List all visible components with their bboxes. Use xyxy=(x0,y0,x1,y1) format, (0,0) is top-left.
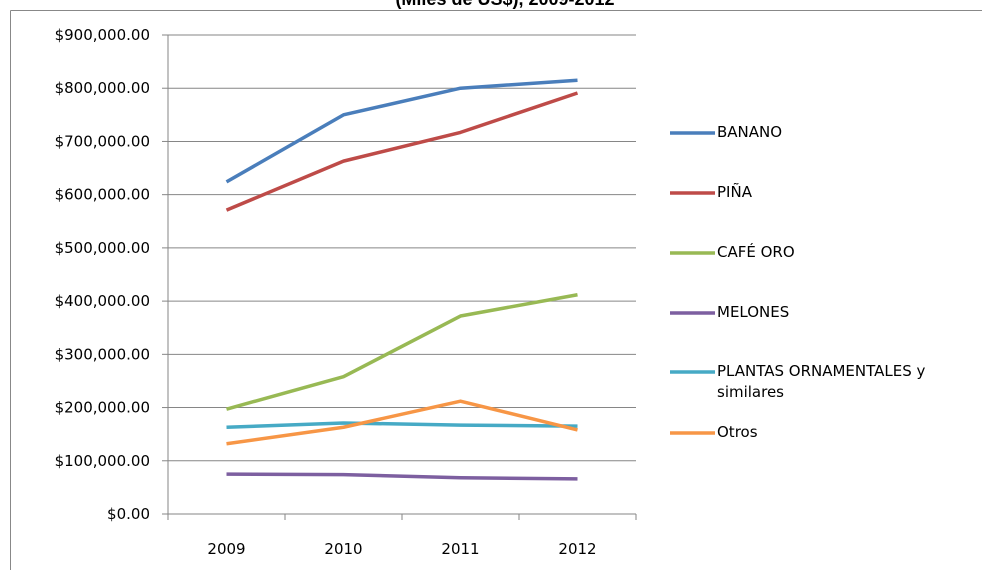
y-tick-label: $100,000.00 xyxy=(55,452,150,470)
legend-label: Otros xyxy=(717,423,758,441)
series-line xyxy=(226,293,578,411)
legend-label: CAFÉ ORO xyxy=(717,243,795,261)
legend-label: PLANTAS ORNAMENTALES y similares xyxy=(717,362,926,401)
y-tick-label: $800,000.00 xyxy=(55,79,150,97)
x-tick-label: 2010 xyxy=(324,540,362,558)
y-tick-label: $200,000.00 xyxy=(55,399,150,417)
x-tick-label: 2009 xyxy=(207,540,245,558)
y-tick-label: $900,000.00 xyxy=(55,26,150,44)
y-tick-label: $700,000.00 xyxy=(55,132,150,150)
series-line xyxy=(225,91,579,212)
series-line xyxy=(226,399,578,446)
chart-title: (Miles de US$), 2009-2012 xyxy=(395,0,614,9)
y-tick-label: $600,000.00 xyxy=(55,186,150,204)
series-line xyxy=(226,472,578,481)
x-tick-label: 2012 xyxy=(558,540,596,558)
x-tick-label: 2011 xyxy=(441,540,479,558)
y-tick-label: $500,000.00 xyxy=(55,239,150,257)
series-line xyxy=(225,78,578,184)
legend-label: PIÑA xyxy=(717,183,752,201)
y-tick-label: $300,000.00 xyxy=(55,345,150,363)
y-tick-label: $400,000.00 xyxy=(55,292,150,310)
legend-label: MELONES xyxy=(717,303,790,321)
y-tick-label: $0.00 xyxy=(107,505,150,523)
series-line xyxy=(226,421,578,429)
legend-label: BANANO xyxy=(717,123,783,141)
